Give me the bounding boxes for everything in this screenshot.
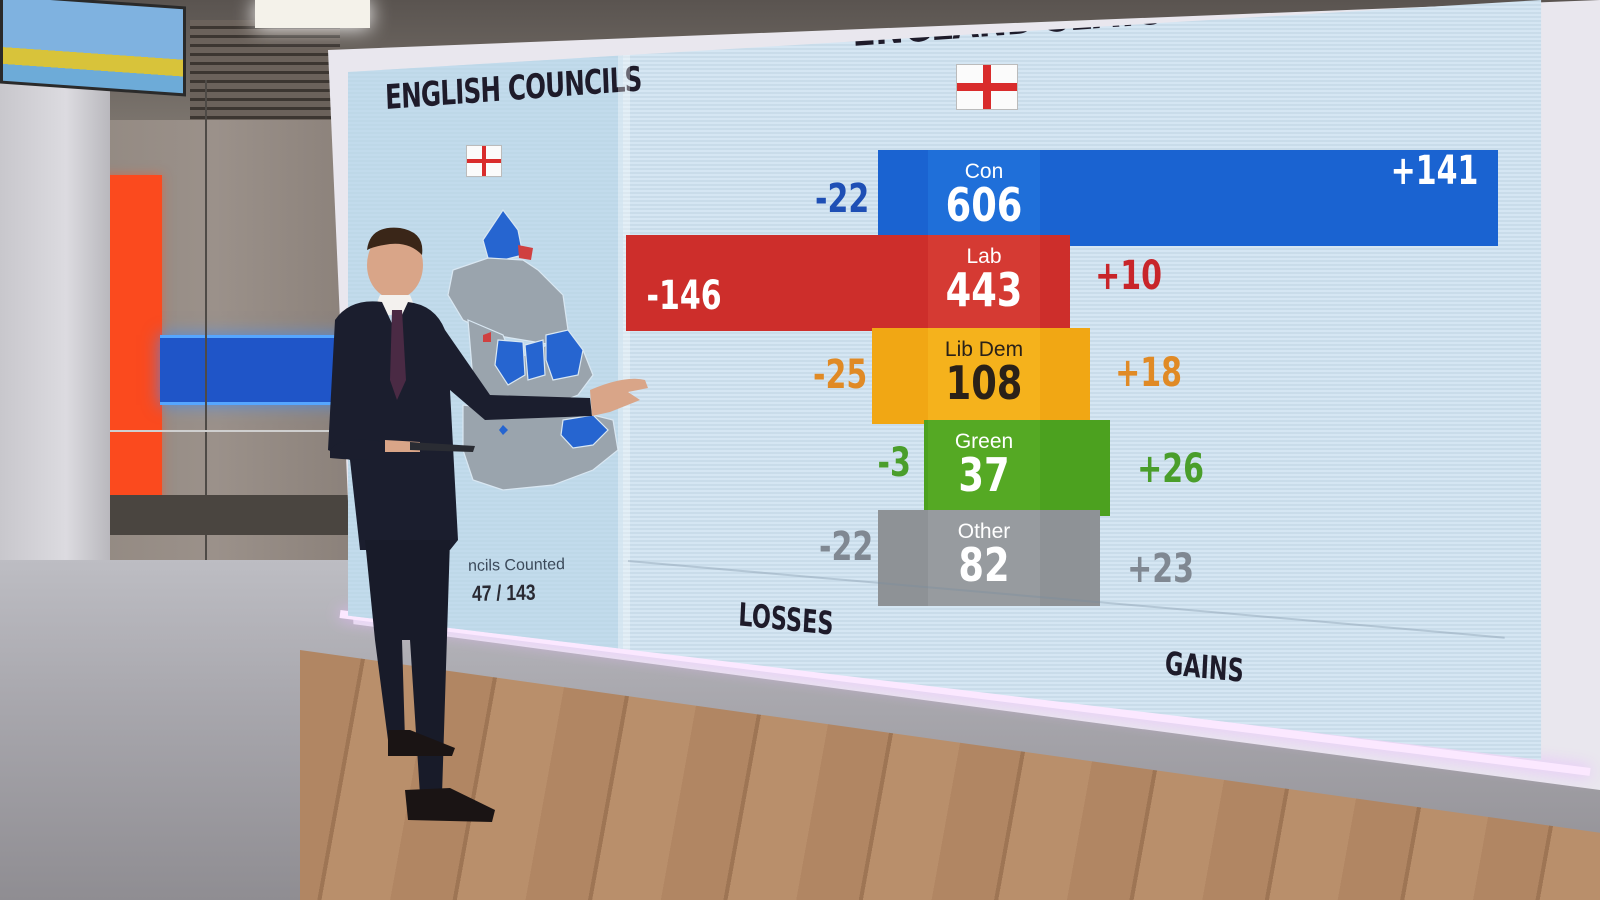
green-gains: +26 — [1137, 446, 1205, 492]
party-total: 443 — [945, 263, 1023, 317]
lab-losses: -146 — [646, 273, 722, 319]
party-total: 606 — [945, 178, 1023, 232]
chart-row-other: Other 82 -22 +23 — [626, 510, 1526, 606]
railing — [100, 430, 350, 520]
chart-row-libdem: Lib Dem 108 -25 +18 — [626, 328, 1526, 424]
gains-label: GAINS — [1164, 644, 1245, 690]
other-total-block: Other 82 — [928, 510, 1040, 606]
con-total-block: Con 606 — [928, 150, 1040, 246]
england-map — [447, 208, 619, 491]
ceiling-vent — [190, 20, 340, 130]
chart-row-green: Green 37 -3 +26 — [626, 420, 1526, 516]
party-name: Lab — [966, 245, 1002, 268]
chart-row-con: Con 606 -22 +141 — [626, 148, 1526, 246]
back-desk — [100, 495, 360, 535]
chart-row-lab: Lab 443 -146 +10 — [626, 235, 1526, 331]
party-name: Green — [954, 430, 1014, 453]
green-losses: -3 — [877, 440, 911, 486]
party-name: Lib Dem — [944, 338, 1024, 361]
presenter — [328, 227, 648, 822]
england-flag-icon — [956, 64, 1018, 110]
con-gains: +141 — [1390, 148, 1479, 194]
losses-label: LOSSES — [737, 595, 835, 643]
green-total-block: Green 37 — [928, 420, 1040, 516]
libdem-gains: +18 — [1115, 350, 1183, 396]
libdem-losses: -25 — [813, 352, 868, 398]
ceiling-light — [255, 0, 370, 28]
seats-chart: Con 606 -22 +141 Lab 443 -146 +10 Lib De… — [626, 80, 1526, 620]
lab-total-block: Lab 443 — [928, 235, 1040, 331]
monitor-screen — [3, 0, 183, 94]
libdem-total-block: Lib Dem 108 — [928, 328, 1040, 424]
party-name: Con — [964, 160, 1004, 183]
england-flag-icon — [466, 145, 502, 177]
other-gains: +23 — [1127, 546, 1195, 592]
party-total: 37 — [958, 448, 1010, 502]
overhead-monitor — [0, 0, 186, 97]
party-name: Other — [957, 520, 1011, 543]
white-pillar — [0, 60, 110, 620]
glass-partition — [205, 80, 207, 580]
other-losses: -22 — [819, 524, 874, 570]
blue-light-strip — [160, 335, 345, 405]
con-losses: -22 — [815, 176, 870, 222]
party-total: 108 — [945, 356, 1023, 410]
lab-gains: +10 — [1095, 253, 1163, 299]
party-total: 82 — [958, 538, 1010, 592]
